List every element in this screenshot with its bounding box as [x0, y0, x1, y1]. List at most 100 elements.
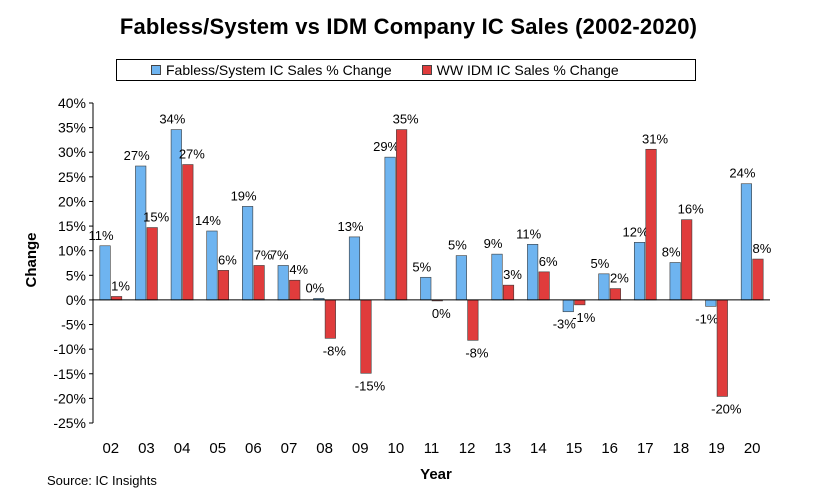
y-tick-label: 0%: [66, 292, 86, 308]
bar-idm-04: [182, 164, 194, 301]
bar-fabless-18: [669, 262, 681, 301]
bar-fabless-19: [705, 299, 717, 307]
bar-idm-15: [574, 299, 586, 306]
data-label-fabless-06: 19%: [231, 188, 257, 203]
bar-idm-18: [681, 219, 693, 301]
data-label-fabless-03: 27%: [124, 148, 150, 163]
data-label-idm-02: 1%: [111, 278, 130, 293]
data-label-fabless-08: 0%: [305, 280, 324, 295]
bar-fabless-17: [633, 242, 646, 301]
y-tick-label: 20%: [58, 193, 86, 209]
data-label-fabless-15: -3%: [553, 317, 577, 332]
y-tick-label: -15%: [53, 366, 86, 382]
x-tick-label: 11: [424, 440, 440, 457]
bar-idm-05: [217, 270, 230, 301]
data-label-fabless-11: 5%: [412, 259, 431, 274]
bar-idm-08: [324, 299, 336, 339]
data-label-idm-15: -1%: [572, 310, 596, 325]
x-tick-label: 06: [245, 440, 262, 457]
x-tick-label: 16: [601, 440, 618, 457]
bar-fabless-03: [135, 165, 147, 301]
x-tick-label: 03: [138, 440, 155, 457]
bar-idm-03: [146, 227, 158, 301]
bar-fabless-09: [348, 236, 361, 301]
y-axis-title: Change: [23, 232, 40, 287]
legend-item-idm: WW IDM IC Sales % Change: [421, 62, 619, 78]
data-label-idm-17: 31%: [642, 131, 668, 146]
data-label-idm-16: 2%: [610, 271, 629, 286]
data-label-idm-19: -20%: [711, 401, 742, 416]
data-label-fabless-14: 11%: [516, 226, 541, 241]
data-label-idm-03: 15%: [143, 210, 169, 225]
data-label-fabless-02: 11%: [89, 228, 114, 243]
y-tick-label: 30%: [58, 144, 86, 160]
bar-fabless-05: [206, 230, 218, 301]
x-tick-label: 18: [673, 440, 690, 457]
data-label-idm-14: 6%: [539, 254, 558, 269]
legend-item-fabless: Fabless/System IC Sales % Change: [151, 62, 392, 78]
data-label-fabless-12: 5%: [448, 238, 467, 253]
x-tick-label: 04: [174, 440, 191, 457]
data-label-idm-04: 27%: [179, 147, 205, 162]
bar-idm-20: [752, 258, 764, 301]
data-label-fabless-19: -1%: [695, 311, 719, 326]
data-label-idm-11: 0%: [432, 306, 451, 321]
bar-fabless-11: [420, 276, 432, 301]
data-label-idm-10: 35%: [393, 112, 419, 127]
bar-fabless-02: [99, 245, 111, 301]
data-label-fabless-10: 29%: [373, 139, 399, 154]
x-tick-label: 07: [281, 440, 298, 457]
x-tick-label: 20: [744, 440, 761, 457]
chart-legend: Fabless/System IC Sales % Change WW IDM …: [116, 59, 696, 81]
bar-idm-19: [716, 299, 728, 397]
y-tick-label: 5%: [66, 267, 86, 283]
chart-title: Fabless/System vs IDM Company IC Sales (…: [119, 14, 698, 39]
data-label-fabless-13: 9%: [484, 236, 503, 251]
bar-idm-12: [467, 299, 479, 341]
legend-swatch-idm: [421, 65, 432, 75]
x-tick-label: 09: [352, 440, 369, 457]
data-label-idm-09: -15%: [355, 378, 386, 393]
x-tick-label: 13: [494, 440, 511, 457]
source-note: Source: IC Insights: [47, 473, 157, 488]
legend-label-idm: WW IDM IC Sales % Change: [436, 62, 619, 78]
bar-fabless-14: [527, 243, 539, 301]
x-axis-title: Year: [420, 466, 452, 483]
data-label-fabless-07: 7%: [270, 247, 289, 262]
data-label-fabless-16: 5%: [591, 256, 610, 271]
y-tick-label: -20%: [53, 390, 86, 406]
y-tick-label: 35%: [58, 120, 86, 136]
bar-idm-17: [645, 148, 657, 301]
legend-swatch-fabless: [151, 65, 161, 75]
y-tick-label: 10%: [58, 243, 86, 259]
bar-idm-09: [360, 299, 372, 374]
bar-idm-02: [111, 296, 123, 301]
x-tick-label: 08: [316, 440, 333, 457]
bar-fabless-07: [277, 265, 289, 301]
x-tick-label: 15: [566, 440, 583, 457]
bar-idm-06: [253, 265, 265, 301]
data-label-idm-08: -8%: [323, 343, 347, 358]
x-tick-label: 10: [388, 440, 405, 457]
bar-fabless-12: [455, 255, 467, 301]
data-label-fabless-04: 34%: [159, 112, 185, 127]
y-tick-label: -5%: [61, 317, 86, 333]
data-label-fabless-09: 13%: [337, 219, 363, 234]
bar-fabless-10: [384, 156, 396, 301]
x-tick-label: 02: [102, 440, 119, 457]
y-tick-label: -10%: [53, 341, 86, 357]
x-tick-label: 12: [459, 440, 476, 457]
data-label-idm-18: 16%: [678, 202, 704, 217]
bar-fabless-20: [740, 183, 752, 301]
legend-label-fabless: Fabless/System IC Sales % Change: [166, 62, 392, 78]
bar-idm-13: [502, 284, 515, 301]
data-label-fabless-20: 24%: [729, 166, 755, 181]
y-tick-label: 15%: [58, 218, 86, 234]
data-label-fabless-05: 14%: [195, 213, 221, 228]
data-label-idm-07: 4%: [289, 262, 308, 277]
bar-idm-16: [609, 288, 621, 301]
data-label-fabless-17: 12%: [623, 224, 649, 239]
data-label-idm-06: 7%: [254, 247, 273, 262]
x-tick-label: 19: [708, 440, 725, 457]
